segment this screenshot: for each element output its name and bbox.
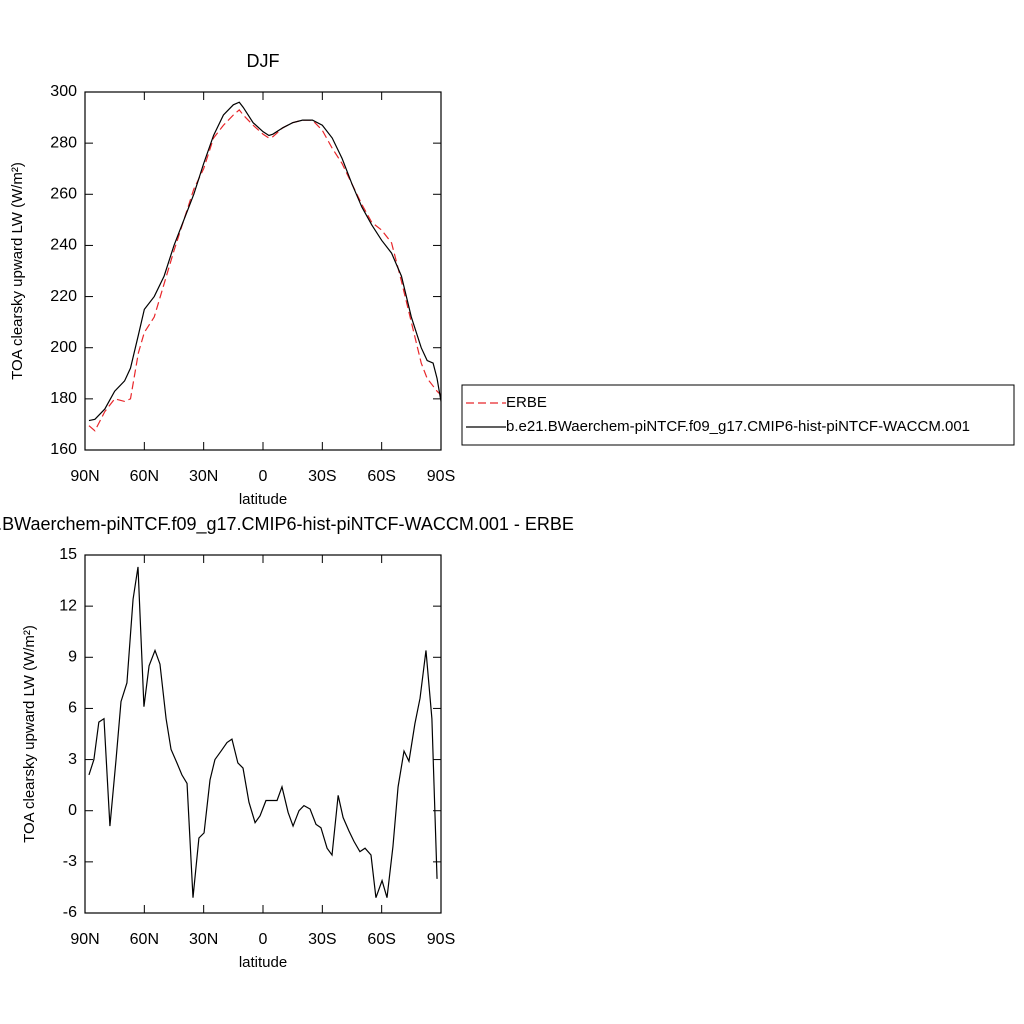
legend-label: b.e21.BWaerchem-piNTCF.f09_g17.CMIP6-his… [506, 418, 970, 435]
x-tick-label: 30N [189, 468, 218, 485]
x-axis-label: latitude [239, 954, 287, 971]
data-line [88, 109, 442, 432]
x-tick-label: 90N [70, 931, 99, 948]
x-tick-label: 60S [367, 931, 395, 948]
y-tick-label: 240 [50, 237, 77, 254]
y-tick-label: 220 [50, 288, 77, 305]
legend-label: ERBE [506, 394, 547, 411]
y-tick-label: 280 [50, 134, 77, 151]
y-tick-label: 300 [50, 83, 77, 100]
y-tick-label: 0 [68, 802, 77, 819]
x-tick-label: 0 [259, 468, 268, 485]
y-tick-label: 9 [68, 649, 77, 666]
x-tick-label: 60N [130, 468, 159, 485]
legend-box [461, 384, 1015, 446]
y-tick-label: -6 [63, 904, 77, 921]
data-line [88, 566, 438, 898]
chart-title: DJF [247, 51, 280, 71]
y-tick-label: 15 [59, 546, 77, 563]
data-line [88, 101, 442, 422]
y-axis-label: TOA clearsky upward LW (W/m²) [21, 625, 38, 843]
x-tick-label: 60S [367, 468, 395, 485]
x-tick-label: 60N [130, 931, 159, 948]
x-tick-label: 30N [189, 931, 218, 948]
plot-frame [84, 554, 442, 914]
y-axis-label: TOA clearsky upward LW (W/m²) [9, 162, 26, 380]
y-tick-label: 200 [50, 339, 77, 356]
x-tick-label: 30S [308, 931, 336, 948]
chart-title: b.e21.BWaerchem-piNTCF.f09_g17.CMIP6-his… [0, 514, 574, 535]
x-tick-label: 90S [427, 931, 455, 948]
x-tick-label: 30S [308, 468, 336, 485]
y-tick-label: 260 [50, 186, 77, 203]
y-tick-label: 180 [50, 390, 77, 407]
x-axis-label: latitude [239, 491, 287, 508]
x-tick-label: 90N [70, 468, 99, 485]
y-tick-label: -3 [63, 853, 77, 870]
y-tick-label: 3 [68, 751, 77, 768]
y-tick-label: 6 [68, 700, 77, 717]
x-tick-label: 90S [427, 468, 455, 485]
y-tick-label: 12 [59, 597, 77, 614]
x-tick-label: 0 [259, 931, 268, 948]
plot-frame [84, 91, 442, 451]
y-tick-label: 160 [50, 441, 77, 458]
